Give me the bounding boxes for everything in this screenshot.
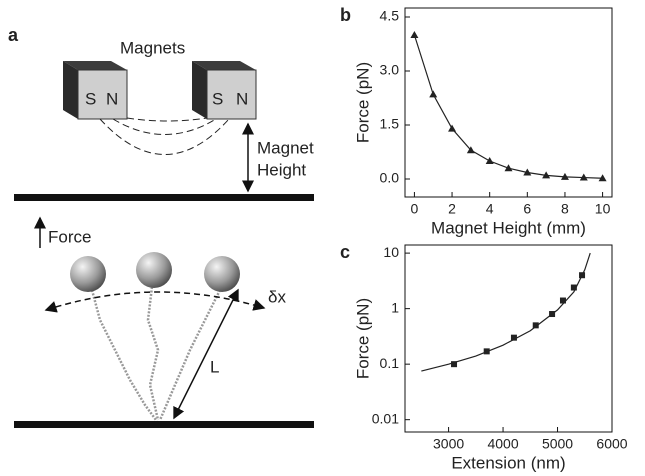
point [510,334,517,341]
y-tick-label: 1.5 [380,116,400,132]
point [410,31,419,38]
point [448,124,457,132]
magnets-label: Magnets [120,38,185,57]
displacement-arc [44,291,266,313]
panel-label: c [340,242,350,262]
x-tick-label: 6 [523,201,531,217]
point [570,284,577,291]
y-tick-label: 3.0 [380,62,400,78]
plot-frame [404,244,613,433]
y-tick-label: 4.5 [380,8,400,24]
bead [70,256,106,292]
point [466,146,475,154]
x-tick-label: 8 [561,201,569,217]
x-axis-title: Extension (nm) [451,453,565,472]
point [504,164,513,172]
x-tick-label: 3000 [433,436,464,452]
panel-a: a Magnets S N S N Magnet Height Force [8,25,314,428]
x-tick-label: 6000 [596,436,627,452]
panel-label: b [340,5,351,25]
magnet [63,61,128,120]
point [542,171,551,179]
x-tick-label: 5000 [542,436,573,452]
bead [136,252,172,288]
fit-line [421,252,591,372]
point [532,322,539,329]
x-axis-title: Magnet Height (mm) [431,218,586,237]
point [559,297,566,304]
height-label: Magnet [257,138,314,157]
height-label: Height [257,160,306,179]
y-tick-label: 0.01 [372,410,399,426]
surface [14,421,314,428]
force-label: Force [48,227,91,246]
pole: N [106,89,118,108]
length-arrow [173,288,239,420]
bead [204,256,240,292]
x-tick-label: 10 [595,201,611,217]
y-tick-label: 10 [383,244,399,260]
x-tick-label: 4 [486,201,494,217]
point [429,90,438,98]
y-tick-label: 0.0 [380,170,400,186]
point [598,174,607,182]
panel-label: a [8,25,19,45]
tethers [90,286,222,421]
point [485,157,494,164]
x-tick-label: 2 [448,201,456,217]
point [451,361,458,368]
y-tick-label: 1 [391,299,399,315]
pole: S [85,89,96,108]
magnet-plate [14,194,314,201]
magnet [192,61,257,120]
point [560,172,569,180]
pole: N [236,89,248,108]
point [579,173,588,181]
y-tick-label: 0.1 [380,355,400,371]
delta-x-label: δx [268,287,286,306]
length-label: L [210,357,219,376]
fit-line [413,34,603,179]
x-tick-label: 0 [411,201,419,217]
point [523,168,532,176]
plot-frame [404,7,613,198]
x-tick-label: 4000 [487,436,518,452]
y-axis-title: Force (pN) [353,62,372,143]
field-lines [99,117,230,155]
y-axis-title: Force (pN) [353,298,372,379]
pole: S [212,89,223,108]
